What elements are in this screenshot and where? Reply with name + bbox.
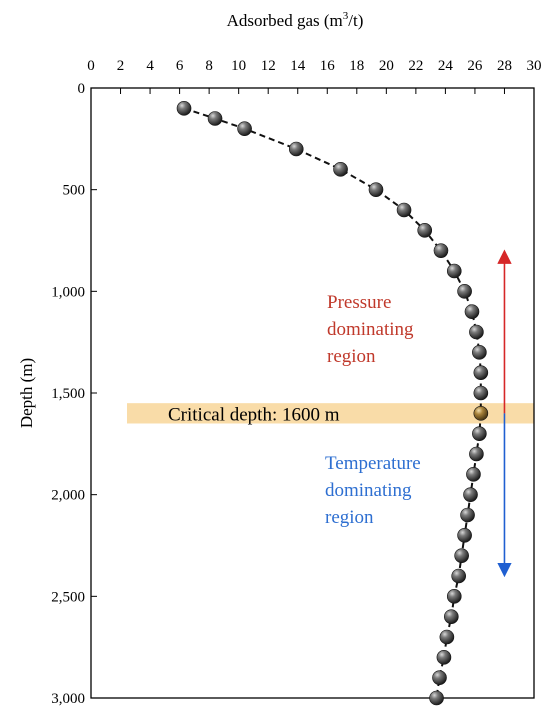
x-tick-label: 12 — [261, 58, 276, 74]
x-tick-label: 0 — [87, 58, 95, 74]
x-tick-label: 10 — [231, 58, 246, 74]
y-axis-ticks: 0 500 1,000 1,500 2,000 2,500 3,000 — [51, 81, 97, 707]
x-tick-label: 20 — [379, 58, 394, 74]
data-point — [457, 284, 472, 299]
data-point — [469, 446, 484, 462]
y-tick-label: 1,000 — [51, 284, 85, 300]
data-point — [473, 365, 489, 380]
x-tick-label: 2 — [117, 58, 125, 74]
series-line — [183, 107, 482, 699]
y-tick-label: 2,500 — [51, 589, 85, 605]
x-tick-label: 16 — [320, 58, 336, 74]
data-point — [472, 426, 487, 441]
data-point — [469, 324, 484, 340]
data-point — [237, 121, 252, 136]
x-tick-label: 18 — [349, 58, 364, 74]
data-point — [451, 568, 466, 584]
x-tick-label: 26 — [467, 58, 483, 74]
data-point — [368, 182, 384, 197]
y-tick-label: 3,000 — [51, 691, 85, 707]
data-point — [432, 670, 447, 685]
y-tick-label: 0 — [78, 81, 86, 97]
data-point — [457, 528, 472, 543]
critical-depth-label: Critical depth: 1600 m — [168, 404, 340, 425]
data-point — [446, 589, 462, 604]
data-point — [288, 141, 304, 157]
data-point — [446, 263, 462, 279]
x-axis-ticks: 0 2 4 6 8 10 12 14 16 18 20 22 24 26 28 30 — [87, 58, 542, 94]
y-axis-title: Depth (m) — [17, 358, 36, 428]
data-point — [454, 548, 469, 563]
data-point — [396, 202, 412, 218]
critical-depth-band — [127, 403, 534, 424]
x-tick-label: 30 — [527, 58, 542, 74]
data-point — [463, 487, 478, 502]
data-point — [460, 507, 475, 523]
data-point — [466, 467, 481, 482]
data-point — [207, 111, 223, 126]
pressure-region-label: Pressure dominating region — [327, 292, 418, 367]
critical-data-point — [473, 406, 489, 421]
data-point — [433, 243, 449, 258]
data-points — [176, 101, 489, 706]
temperature-region-label: Temperature dominating region — [325, 453, 425, 528]
data-point — [439, 629, 455, 645]
y-tick-label: 1,500 — [51, 386, 85, 402]
data-point — [444, 609, 459, 624]
x-tick-label: 8 — [205, 58, 213, 74]
x-axis-title: Adsorbed gas (m3/t) — [227, 10, 364, 30]
x-tick-label: 22 — [408, 58, 423, 74]
data-point — [417, 223, 433, 238]
data-point — [429, 690, 444, 706]
x-tick-label: 28 — [497, 58, 512, 74]
y-tick-label: 2,000 — [51, 488, 85, 504]
data-point — [472, 345, 487, 360]
y-tick-label: 500 — [63, 183, 86, 199]
data-point — [436, 650, 452, 665]
x-tick-label: 24 — [438, 58, 454, 74]
plot-frame — [90, 87, 535, 699]
data-point — [333, 162, 348, 177]
x-tick-label: 14 — [290, 58, 306, 74]
data-point — [176, 101, 192, 116]
data-point — [473, 385, 489, 401]
x-tick-label: 6 — [176, 58, 184, 74]
x-tick-label: 4 — [146, 58, 154, 74]
data-point — [464, 304, 480, 319]
